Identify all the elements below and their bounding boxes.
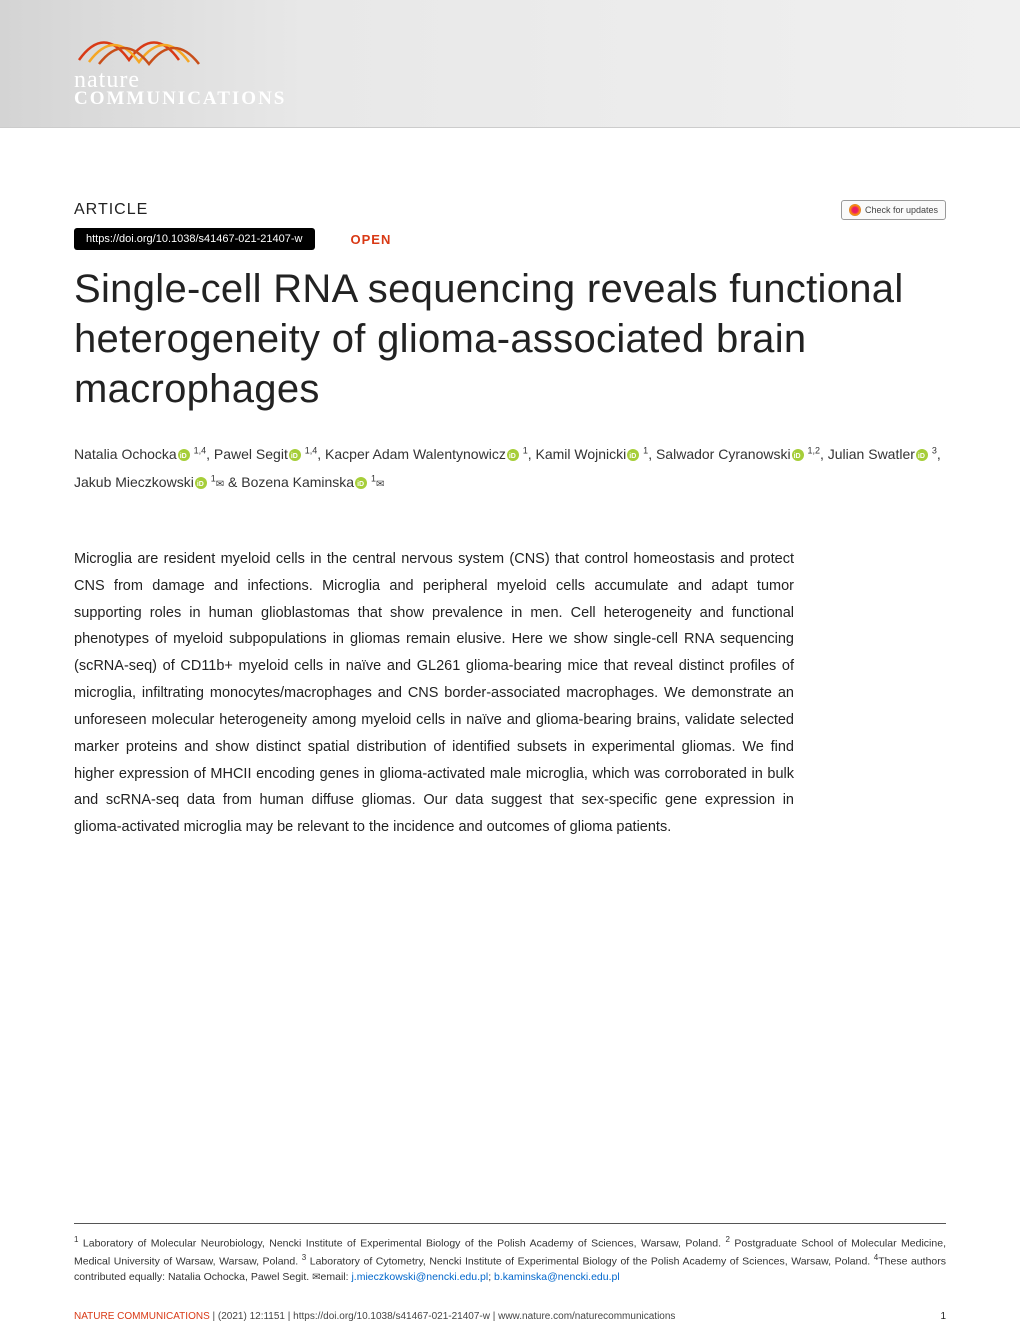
check-updates-label: Check for updates bbox=[865, 205, 938, 215]
corresponding-email[interactable]: j.mieczkowski@nencki.edu.pl bbox=[351, 1271, 488, 1283]
article-content: ARTICLE Check for updates https://doi.or… bbox=[0, 128, 1020, 841]
author-list: Natalia Ochocka 1,4, Pawel Segit 1,4, Ka… bbox=[74, 440, 946, 496]
journal-logo: nature COMMUNICATIONS bbox=[74, 20, 286, 110]
author: Julian Swatler 3, bbox=[828, 446, 941, 462]
author: Bozena Kaminska 1✉ bbox=[241, 474, 384, 490]
author: Pawel Segit 1,4, bbox=[214, 446, 325, 462]
footer-journal-name: NATURE COMMUNICATIONS bbox=[74, 1311, 210, 1322]
envelope-icon: ✉ bbox=[216, 479, 224, 490]
orcid-icon[interactable] bbox=[916, 449, 928, 461]
orcid-icon[interactable] bbox=[627, 449, 639, 461]
page-footer: NATURE COMMUNICATIONS | (2021) 12:1151 |… bbox=[74, 1311, 946, 1322]
check-updates-button[interactable]: Check for updates bbox=[841, 200, 946, 220]
footer-citation: | (2021) 12:1151 | https://doi.org/10.10… bbox=[210, 1311, 676, 1322]
orcid-icon[interactable] bbox=[507, 449, 519, 461]
author: Kacper Adam Walentynowicz 1, bbox=[325, 446, 535, 462]
orcid-icon[interactable] bbox=[792, 449, 804, 461]
crossmark-icon bbox=[849, 204, 861, 216]
orcid-icon[interactable] bbox=[355, 477, 367, 489]
corresponding-email[interactable]: b.kaminska@nencki.edu.pl bbox=[494, 1271, 620, 1283]
article-type-label: ARTICLE bbox=[74, 201, 148, 219]
envelope-icon: ✉ bbox=[312, 1272, 320, 1283]
author: Salwador Cyranowski 1,2, bbox=[656, 446, 828, 462]
author: Natalia Ochocka 1,4, bbox=[74, 446, 214, 462]
doi-link[interactable]: https://doi.org/10.1038/s41467-021-21407… bbox=[74, 228, 315, 250]
orcid-icon[interactable] bbox=[178, 449, 190, 461]
envelope-icon: ✉ bbox=[376, 479, 384, 490]
open-access-label: OPEN bbox=[351, 232, 392, 247]
author: Jakub Mieczkowski 1✉ & bbox=[74, 474, 241, 490]
logo-wave-icon bbox=[74, 20, 214, 70]
orcid-icon[interactable] bbox=[195, 477, 207, 489]
page-number: 1 bbox=[940, 1311, 946, 1322]
abstract-text: Microglia are resident myeloid cells in … bbox=[74, 546, 794, 841]
journal-banner: nature COMMUNICATIONS bbox=[0, 0, 1020, 128]
affiliations-block: 1 Laboratory of Molecular Neurobiology, … bbox=[74, 1223, 946, 1286]
logo-text-communications: COMMUNICATIONS bbox=[74, 88, 286, 110]
orcid-icon[interactable] bbox=[289, 449, 301, 461]
article-title: Single-cell RNA sequencing reveals funct… bbox=[74, 264, 946, 414]
author: Kamil Wojnicki 1, bbox=[536, 446, 656, 462]
